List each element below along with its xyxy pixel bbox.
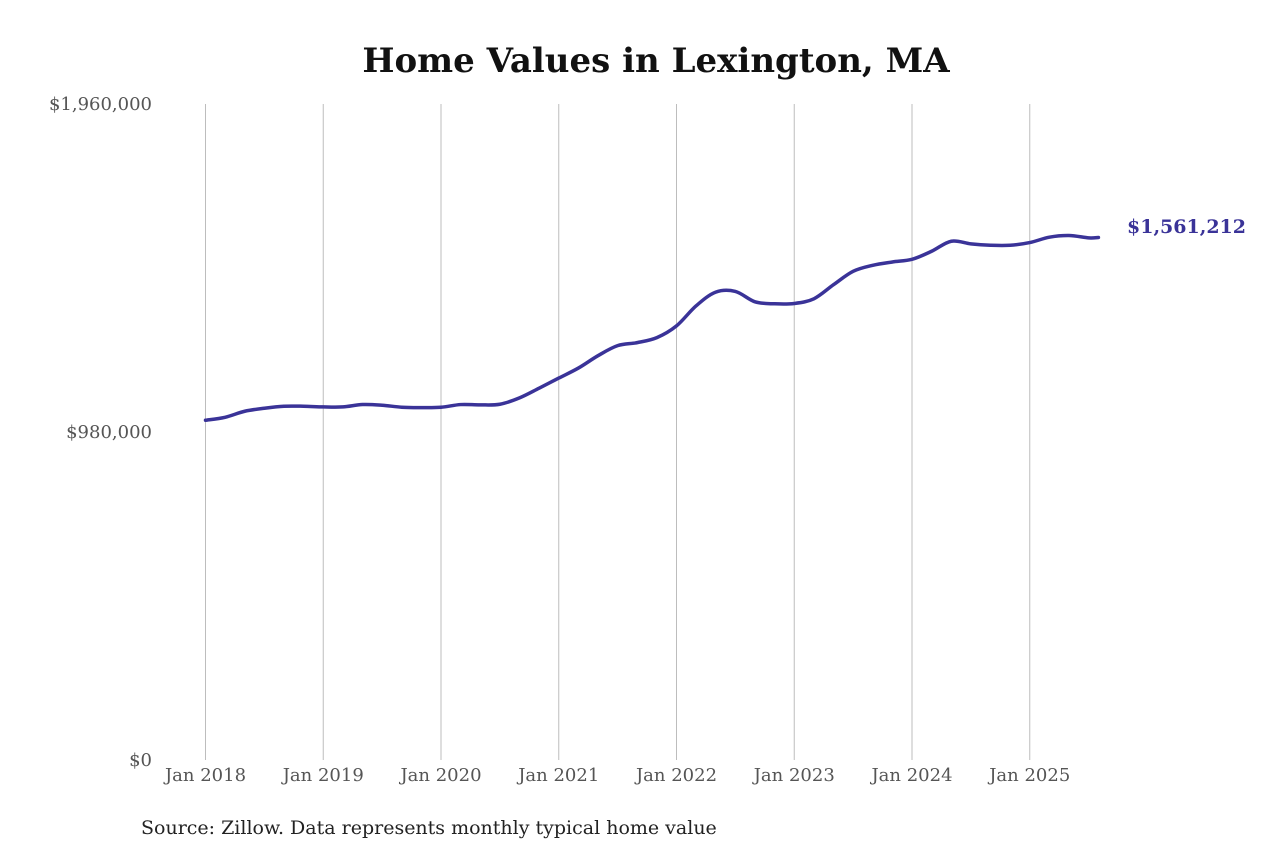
x-tick-label-6: Jan 2024	[869, 765, 952, 786]
x-tick-label-2: Jan 2020	[398, 765, 481, 786]
y-tick-label-1: $980,000	[66, 422, 152, 443]
home-value-line	[203, 233, 1101, 423]
x-axis-tick-labels: Jan 2018 Jan 2019 Jan 2020 Jan 2021 Jan 2022…	[163, 765, 1070, 786]
y-axis-tick-labels: $0 $980,000 $1,960,000	[49, 94, 152, 771]
x-tick-label-4: Jan 2022	[634, 765, 717, 786]
source-note: Source: Zillow. Data represents monthly …	[141, 817, 717, 839]
x-tick-label-7: Jan 2025	[987, 765, 1070, 786]
x-tick-label-1: Jan 2019	[281, 765, 364, 786]
x-tick-label-0: Jan 2018	[163, 765, 246, 786]
y-tick-label-2: $1,960,000	[49, 94, 152, 115]
vertical-gridlines	[205, 104, 1031, 760]
end-value-label: $1,561,212	[1127, 216, 1246, 238]
y-tick-label-0: $0	[129, 750, 152, 771]
x-tick-label-5: Jan 2023	[752, 765, 835, 786]
x-tick-label-3: Jan 2021	[516, 765, 599, 786]
chart-title: Home Values in Lexington, MA	[362, 41, 950, 81]
